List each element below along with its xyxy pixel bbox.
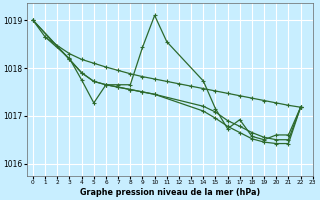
X-axis label: Graphe pression niveau de la mer (hPa): Graphe pression niveau de la mer (hPa): [80, 188, 260, 197]
